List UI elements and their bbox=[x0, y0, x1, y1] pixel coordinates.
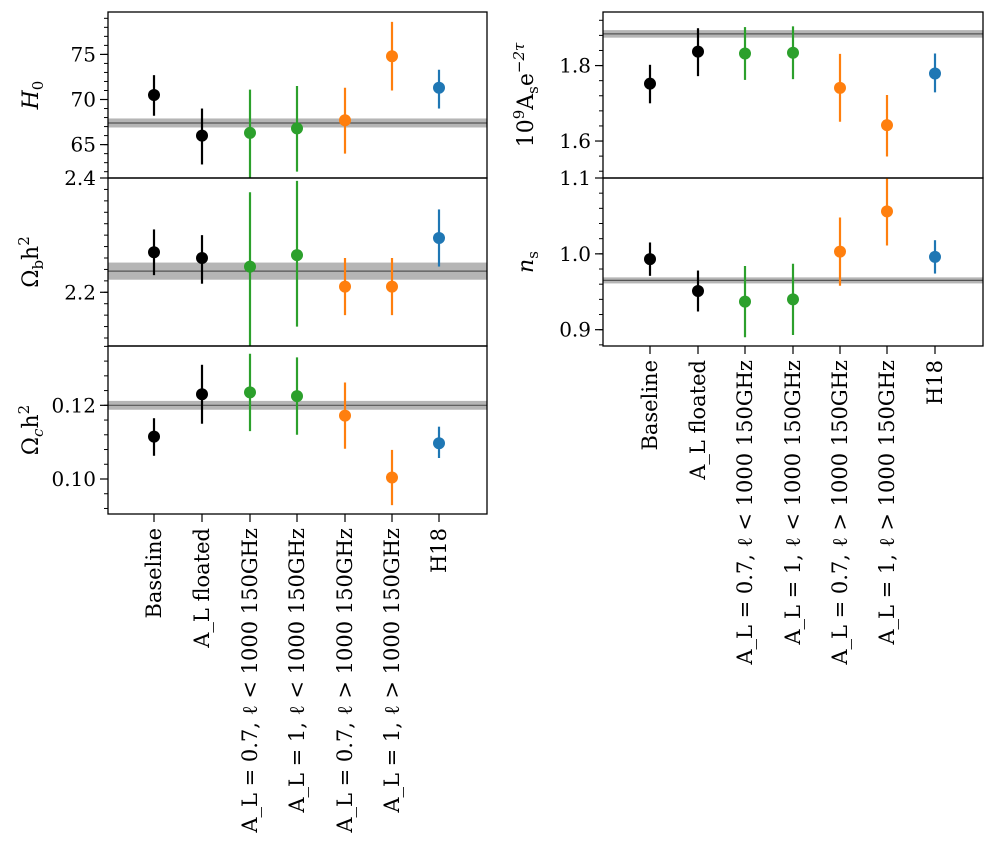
y-tick-label: 75 bbox=[71, 42, 96, 66]
data-point bbox=[834, 245, 846, 258]
data-point bbox=[739, 295, 751, 308]
x-axis-left: Baseline A_L floated A_L = 0.7, ℓ < 1000 1… bbox=[142, 514, 451, 834]
y-axis-label: H0 bbox=[19, 81, 47, 111]
x-tick-label: H18 bbox=[923, 360, 947, 405]
data-point bbox=[787, 293, 799, 306]
y-axis-label: Ωch2 bbox=[15, 405, 47, 455]
y-axis-label: ns bbox=[514, 251, 542, 273]
x-tick-label: A_L = 0.7, ℓ < 1000 150GHz bbox=[238, 528, 262, 834]
data-point bbox=[339, 409, 351, 422]
panel-as: 1.6 1.8 109Ase−2τ bbox=[510, 11, 984, 179]
data-point bbox=[739, 47, 751, 60]
data-point bbox=[881, 205, 893, 218]
data-point bbox=[196, 129, 208, 142]
data-point bbox=[386, 280, 398, 293]
data-point bbox=[881, 119, 893, 132]
y-tick-label: 2.4 bbox=[64, 166, 96, 190]
x-tick-label: A_L = 1, ℓ < 1000 150GHz bbox=[781, 360, 805, 646]
y-axis-label: 109Ase−2τ bbox=[510, 42, 542, 147]
data-point bbox=[433, 232, 445, 244]
data-point bbox=[148, 246, 160, 259]
x-tick-label: A_L = 1, ℓ > 1000 150GHz bbox=[380, 528, 404, 814]
y-tick-label: 65 bbox=[71, 133, 96, 157]
data-point bbox=[339, 114, 351, 127]
y-tick-label: 1.0 bbox=[559, 242, 591, 266]
y-tick-label: 70 bbox=[71, 88, 96, 112]
x-tick-label: A_L = 1, ℓ < 1000 150GHz bbox=[285, 528, 309, 814]
data-point bbox=[291, 249, 303, 262]
x-tick-label: H18 bbox=[427, 528, 451, 573]
y-tick-label: 0.12 bbox=[51, 393, 96, 417]
data-point bbox=[692, 45, 704, 58]
y-tick-label: 1.8 bbox=[559, 54, 591, 78]
y-tick-label: 0.9 bbox=[559, 318, 591, 342]
data-point bbox=[339, 280, 351, 293]
data-point bbox=[787, 46, 799, 59]
data-point bbox=[834, 81, 846, 94]
data-point bbox=[148, 89, 160, 101]
y-tick-label: 1.6 bbox=[559, 129, 591, 153]
data-point bbox=[929, 250, 941, 263]
panel-h0: 65 70 75 H0 bbox=[19, 11, 488, 179]
x-tick-label: A_L = 1, ℓ > 1000 150GHz bbox=[875, 360, 899, 646]
y-axis-label: Ωbh2 bbox=[15, 236, 47, 288]
x-tick-label: A_L floated bbox=[190, 528, 214, 649]
x-tick-label: A_L = 0.7, ℓ > 1000 150GHz bbox=[828, 360, 852, 666]
y-tick-label: 0.10 bbox=[51, 467, 96, 491]
panel-ns: 0.9 1.0 1.1 ns bbox=[514, 166, 984, 347]
data-point bbox=[196, 252, 208, 264]
data-point bbox=[196, 388, 208, 401]
x-tick-label: A_L = 0.7, ℓ > 1000 150GHz bbox=[333, 528, 357, 834]
data-point bbox=[148, 430, 160, 443]
y-tick-label: 1.1 bbox=[559, 166, 591, 190]
data-point bbox=[433, 437, 445, 450]
data-point bbox=[692, 285, 704, 298]
data-point bbox=[291, 122, 303, 135]
data-point bbox=[244, 260, 256, 273]
x-tick-label: Baseline bbox=[638, 360, 662, 451]
data-point bbox=[929, 67, 941, 80]
y-tick-label: 2.2 bbox=[64, 280, 96, 304]
x-axis-right: Baseline A_L floated A_L = 0.7, ℓ < 1000 1… bbox=[638, 346, 947, 666]
x-tick-label: A_L floated bbox=[686, 360, 710, 481]
data-point bbox=[244, 386, 256, 399]
x-tick-label: A_L = 0.7, ℓ < 1000 150GHz bbox=[733, 360, 757, 666]
panel-omegab: 2.2 2.4 Ωbh2 bbox=[15, 166, 488, 347]
data-point bbox=[244, 126, 256, 139]
x-tick-label: Baseline bbox=[142, 528, 166, 619]
data-point bbox=[644, 253, 656, 266]
data-point bbox=[433, 81, 445, 94]
data-point bbox=[386, 471, 398, 484]
data-point bbox=[644, 77, 656, 90]
data-point bbox=[291, 390, 303, 403]
data-point bbox=[386, 50, 398, 63]
